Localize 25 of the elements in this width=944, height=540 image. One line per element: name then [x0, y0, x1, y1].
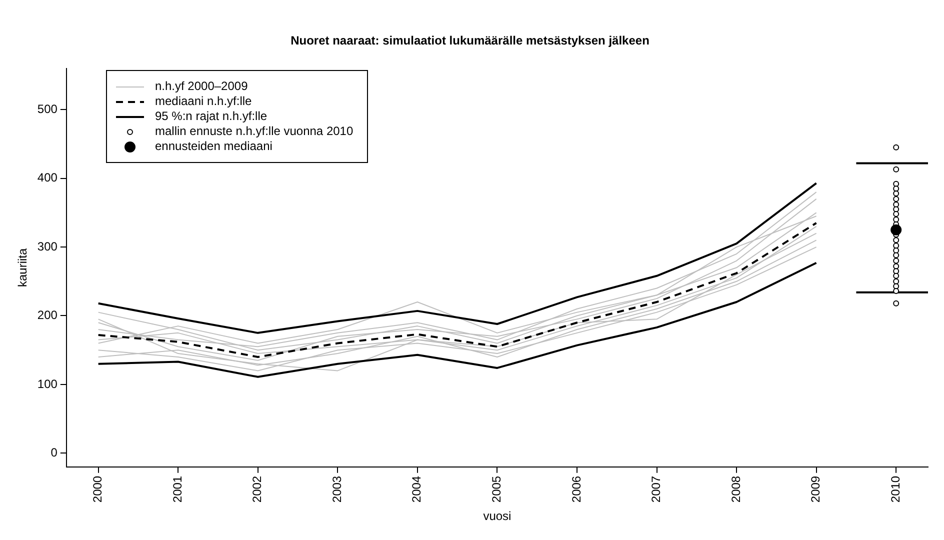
- x-tick-label: 2004: [410, 476, 424, 503]
- x-tick-label: 2009: [808, 476, 823, 503]
- legend-label: n.h.yf 2000–2009: [155, 79, 248, 94]
- x-tick-label: 2000: [90, 476, 105, 503]
- x-tick-label: 2001: [170, 476, 184, 503]
- y-tick-label: 300: [37, 239, 58, 254]
- x-tick-label: 2002: [250, 476, 264, 503]
- x-tick-label: 2003: [330, 476, 344, 503]
- y-tick-label: 0: [50, 445, 58, 460]
- y-tick-label: 100: [37, 376, 58, 391]
- legend-label: mallin ennuste n.h.yf:lle vuonna 2010: [155, 124, 354, 139]
- x-tick-label: 2005: [490, 476, 504, 503]
- x-axis-title: vuosi: [483, 509, 512, 524]
- legend-label: 95 %:n rajat n.h.yf:lle: [155, 109, 268, 124]
- x-tick-label: 2008: [728, 476, 743, 503]
- x-tick-label: 2010: [888, 476, 902, 503]
- y-tick-label: 400: [37, 170, 58, 185]
- y-axis-title: kauriita: [16, 248, 30, 287]
- x-tick-label: 2006: [569, 476, 584, 503]
- chart-title: Nuoret naaraat: simulaatiot lukumäärälle metsästyksen jälkeen: [290, 34, 650, 48]
- x-tick-label: 2007: [649, 476, 664, 503]
- y-tick-label: 200: [37, 308, 58, 322]
- y-tick-label: 500: [37, 102, 58, 116]
- legend-label: mediaani n.h.yf:lle: [155, 94, 252, 109]
- legend-label: ennusteiden mediaani: [155, 139, 272, 154]
